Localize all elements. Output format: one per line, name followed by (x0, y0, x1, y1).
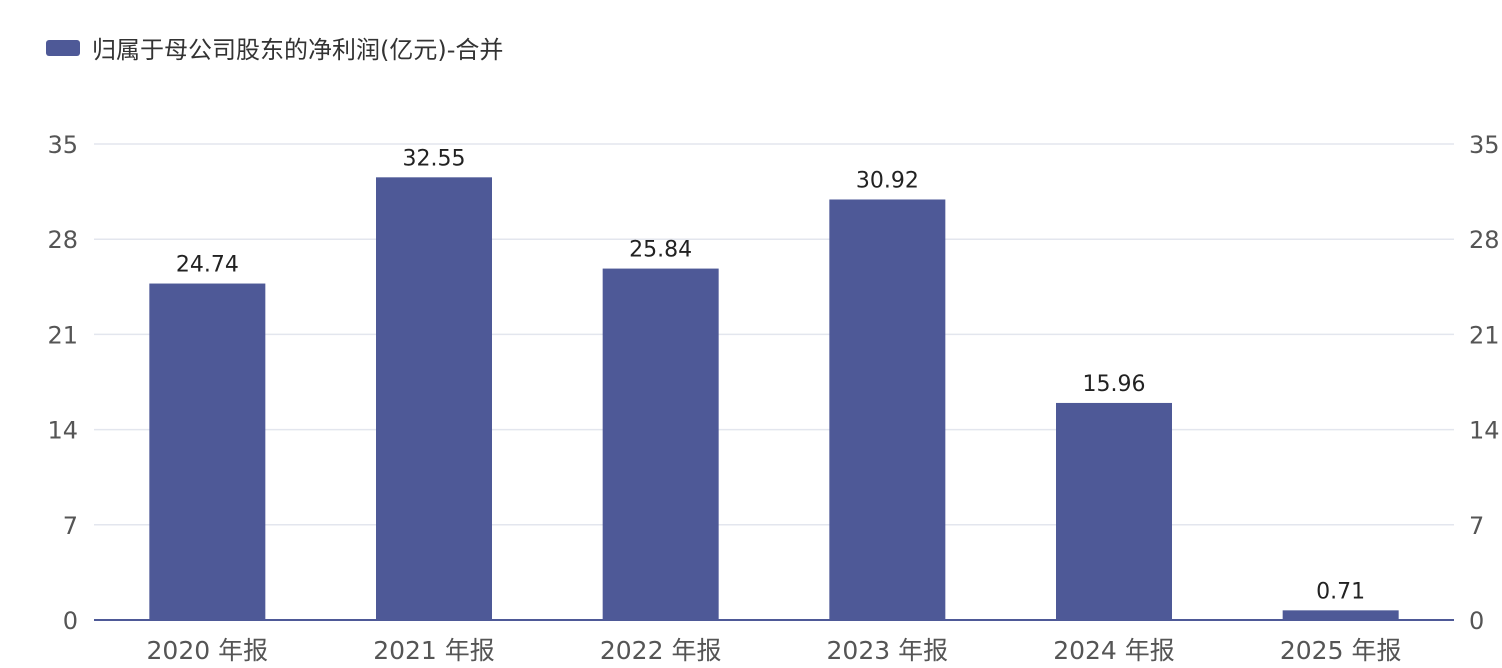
x-tick-label: 2022 年报 (600, 636, 722, 665)
data-label: 32.55 (403, 146, 466, 171)
y-tick-label-left: 21 (47, 321, 78, 349)
x-tick-label: 2021 年报 (373, 636, 495, 665)
y-tick-label-left: 28 (47, 226, 78, 254)
y-tick-label-right: 14 (1469, 417, 1500, 445)
y-tick-label-left: 0 (63, 607, 78, 635)
y-tick-label-right: 21 (1469, 321, 1500, 349)
x-tick-label: 2023 年报 (827, 636, 949, 665)
y-tick-label-left: 35 (47, 131, 78, 159)
data-label: 25.84 (629, 238, 692, 263)
bar (1056, 402, 1172, 620)
x-tick-label: 2024 年报 (1053, 636, 1175, 665)
bar (829, 199, 946, 620)
data-label: 15.96 (1083, 372, 1146, 397)
x-tick-label: 2025 年报 (1280, 636, 1402, 665)
y-tick-label-right: 35 (1469, 131, 1500, 159)
bar (602, 268, 719, 620)
y-tick-label-left: 14 (47, 417, 78, 445)
bar (149, 283, 266, 620)
y-tick-label-right: 0 (1469, 607, 1484, 635)
data-label: 0.71 (1316, 579, 1365, 604)
data-label: 30.92 (856, 168, 919, 193)
legend-swatch (46, 39, 80, 56)
legend-label: 归属于母公司股东的净利润(亿元)-合并 (92, 36, 504, 64)
y-tick-label-right: 28 (1469, 226, 1500, 254)
data-label: 24.74 (176, 253, 239, 278)
y-tick-label-left: 7 (63, 512, 78, 540)
y-tick-label-right: 7 (1469, 512, 1484, 540)
bar (376, 177, 492, 620)
x-tick-label: 2020 年报 (147, 636, 269, 665)
bar (1282, 610, 1399, 620)
legend[interactable]: 归属于母公司股东的净利润(亿元)-合并 (46, 30, 503, 65)
